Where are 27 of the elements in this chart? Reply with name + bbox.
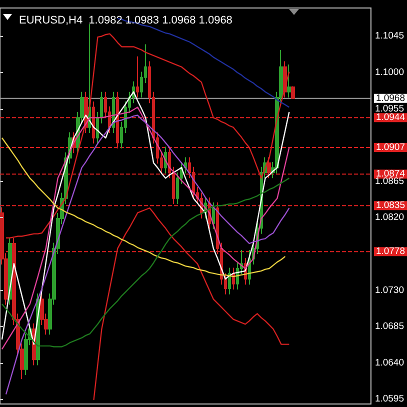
line-series <box>1 178 290 348</box>
y-tick-label: 1.0595 <box>374 394 404 405</box>
candlestick <box>136 56 139 98</box>
candlestick <box>283 60 287 98</box>
line-series <box>5 114 290 395</box>
y-tick-label: 1.0955 <box>374 103 404 114</box>
text: EURUSD,H4 1.0982 1.0983 1.0968 1.0968 <box>19 14 232 26</box>
candlestick <box>100 91 103 124</box>
ref-line-label: 1.0944 <box>376 112 406 124</box>
candlestick <box>92 101 95 144</box>
candlestick <box>116 91 119 149</box>
y-tick-label: 1.0730 <box>374 284 404 296</box>
y-tick-label: 1.0685 <box>374 321 404 332</box>
y-tick-label: 1.0820 <box>374 212 404 224</box>
y-tick-label: 1.1000 <box>374 67 404 78</box>
ref-line-label: 1.0835 <box>376 200 406 212</box>
line-series <box>1 137 286 278</box>
y-tick-label: 1.0640 <box>374 357 404 368</box>
ref-line-label: 1.0907 <box>376 142 406 154</box>
candlestick <box>267 156 271 179</box>
candlestick <box>96 112 99 144</box>
candlestick <box>228 267 231 295</box>
ref-line-label: 1.0968 <box>376 92 406 104</box>
ref-line-label: 1.0778 <box>376 246 406 258</box>
y-tick-label: 1.1045 <box>374 30 404 42</box>
candlestick <box>291 86 295 99</box>
candlestick <box>287 64 291 98</box>
